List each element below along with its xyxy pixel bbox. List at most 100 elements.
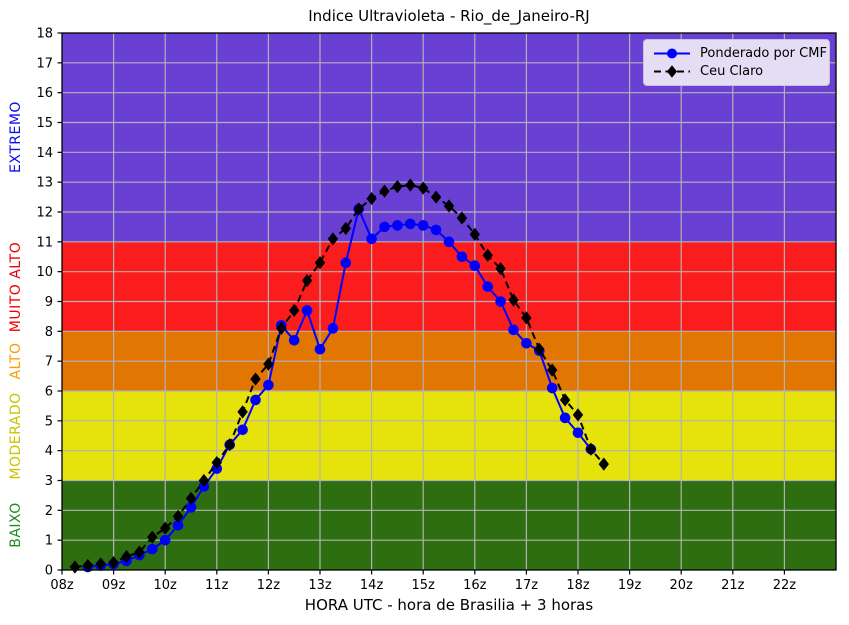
data-point-diamond	[224, 438, 235, 452]
x-tick-label: 13z	[308, 578, 332, 593]
y-tick-label: 16	[36, 86, 53, 101]
data-point-diamond	[353, 202, 364, 216]
data-point-diamond	[198, 473, 210, 488]
x-axis-label: HORA UTC - hora de Brasilia + 3 horas	[304, 596, 594, 614]
legend-sample-diamond	[654, 65, 690, 79]
x-tick-label: 18z	[566, 578, 590, 593]
data-point-circle	[379, 221, 390, 233]
data-point-circle	[327, 323, 339, 334]
band-label-baixo: BAIXO	[8, 502, 24, 549]
x-tick-label: 09z	[102, 578, 126, 593]
data-point-diamond	[585, 442, 597, 456]
data-point-circle	[521, 337, 532, 349]
legend-entry: Ceu Claro	[653, 64, 829, 79]
data-point-diamond	[598, 457, 609, 471]
chart-title: Indice Ultravioleta - Rio_de_Janeiro-RJ	[308, 7, 590, 25]
data-point-circle	[340, 257, 352, 269]
y-tick-label: 12	[36, 206, 53, 221]
data-point-circle	[430, 224, 442, 236]
x-tick-label: 08z	[50, 578, 74, 593]
data-point-diamond	[392, 180, 403, 194]
data-point-diamond	[250, 372, 261, 386]
y-tick-label: 9	[45, 295, 53, 310]
data-point-circle	[456, 251, 468, 263]
legend-label: Ceu Claro	[700, 64, 764, 80]
data-point-diamond	[521, 311, 532, 325]
y-tick-label: 18	[36, 27, 53, 42]
y-tick-label: 10	[36, 265, 53, 280]
y-tick-label: 13	[36, 176, 53, 191]
data-point-diamond	[366, 191, 377, 206]
y-tick-label: 3	[45, 474, 53, 489]
band-label-muito-alto: MUITO ALTO	[8, 241, 24, 332]
x-tick-label: 22z	[773, 578, 797, 593]
data-point-circle	[443, 236, 455, 248]
band-label-alto: ALTO	[8, 342, 24, 380]
data-point-circle	[559, 412, 571, 424]
data-point-diamond	[405, 178, 416, 192]
data-point-diamond	[211, 456, 222, 470]
data-point-circle	[495, 296, 506, 307]
data-point-circle	[147, 543, 158, 555]
x-tick-label: 17z	[515, 578, 539, 593]
data-point-diamond	[469, 227, 480, 241]
data-point-circle	[263, 379, 274, 391]
data-point-diamond	[340, 221, 351, 236]
data-point-diamond	[418, 181, 429, 195]
data-point-circle	[572, 427, 584, 439]
y-tick-label: 0	[45, 564, 53, 579]
data-point-circle	[314, 343, 326, 355]
x-tick-label: 16z	[463, 578, 487, 593]
data-point-diamond	[456, 211, 468, 225]
y-tick-label: 15	[36, 116, 53, 131]
data-point-diamond	[559, 393, 571, 407]
y-tick-label: 1	[45, 534, 53, 549]
y-tick-label: 2	[45, 504, 53, 519]
x-tick-label: 14z	[360, 578, 384, 593]
x-tick-label: 20z	[670, 578, 694, 593]
data-point-circle	[366, 233, 377, 245]
series-line-circle	[87, 205, 592, 568]
data-point-diamond	[172, 509, 184, 523]
data-point-circle	[546, 382, 558, 394]
y-tick-label: 7	[45, 355, 53, 370]
data-point-diamond	[147, 530, 158, 544]
x-tick-label: 11z	[205, 578, 229, 593]
data-point-circle	[482, 281, 494, 292]
data-point-diamond	[289, 303, 300, 318]
uv-band-muito-alto	[62, 241, 836, 332]
data-point-circle	[301, 305, 313, 316]
data-point-circle	[417, 220, 429, 231]
y-tick-label: 14	[36, 146, 53, 161]
legend: Ponderado por CMF Ceu Claro	[643, 39, 830, 86]
uv-band-moderado	[62, 391, 836, 481]
data-point-diamond	[82, 558, 93, 573]
legend-entry: Ponderado por CMF	[653, 46, 829, 61]
data-point-diamond	[160, 521, 171, 535]
data-point-circle	[172, 519, 184, 531]
data-point-circle	[508, 324, 519, 336]
x-tick-label: 21z	[721, 578, 745, 593]
data-point-diamond	[121, 549, 132, 564]
legend-sample-circle	[654, 48, 690, 59]
band-label-moderado: MODERADO	[8, 392, 24, 480]
data-point-circle	[392, 220, 403, 231]
legend-label: Ponderado por CMF	[700, 45, 827, 61]
data-point-diamond	[495, 262, 506, 276]
data-point-circle	[469, 260, 481, 272]
data-point-diamond	[237, 405, 248, 419]
data-point-diamond	[314, 256, 326, 270]
data-point-diamond	[95, 557, 106, 571]
y-tick-label: 6	[45, 385, 53, 400]
data-point-diamond	[572, 408, 584, 422]
data-point-circle	[250, 394, 261, 406]
band-label-extremo: EXTREMO	[8, 101, 24, 174]
data-point-diamond	[301, 274, 313, 288]
data-point-diamond	[263, 357, 274, 371]
data-point-diamond	[508, 293, 519, 307]
data-point-circle	[159, 534, 171, 546]
data-point-diamond	[276, 321, 287, 335]
data-point-diamond	[327, 232, 339, 246]
data-point-diamond	[534, 342, 545, 356]
